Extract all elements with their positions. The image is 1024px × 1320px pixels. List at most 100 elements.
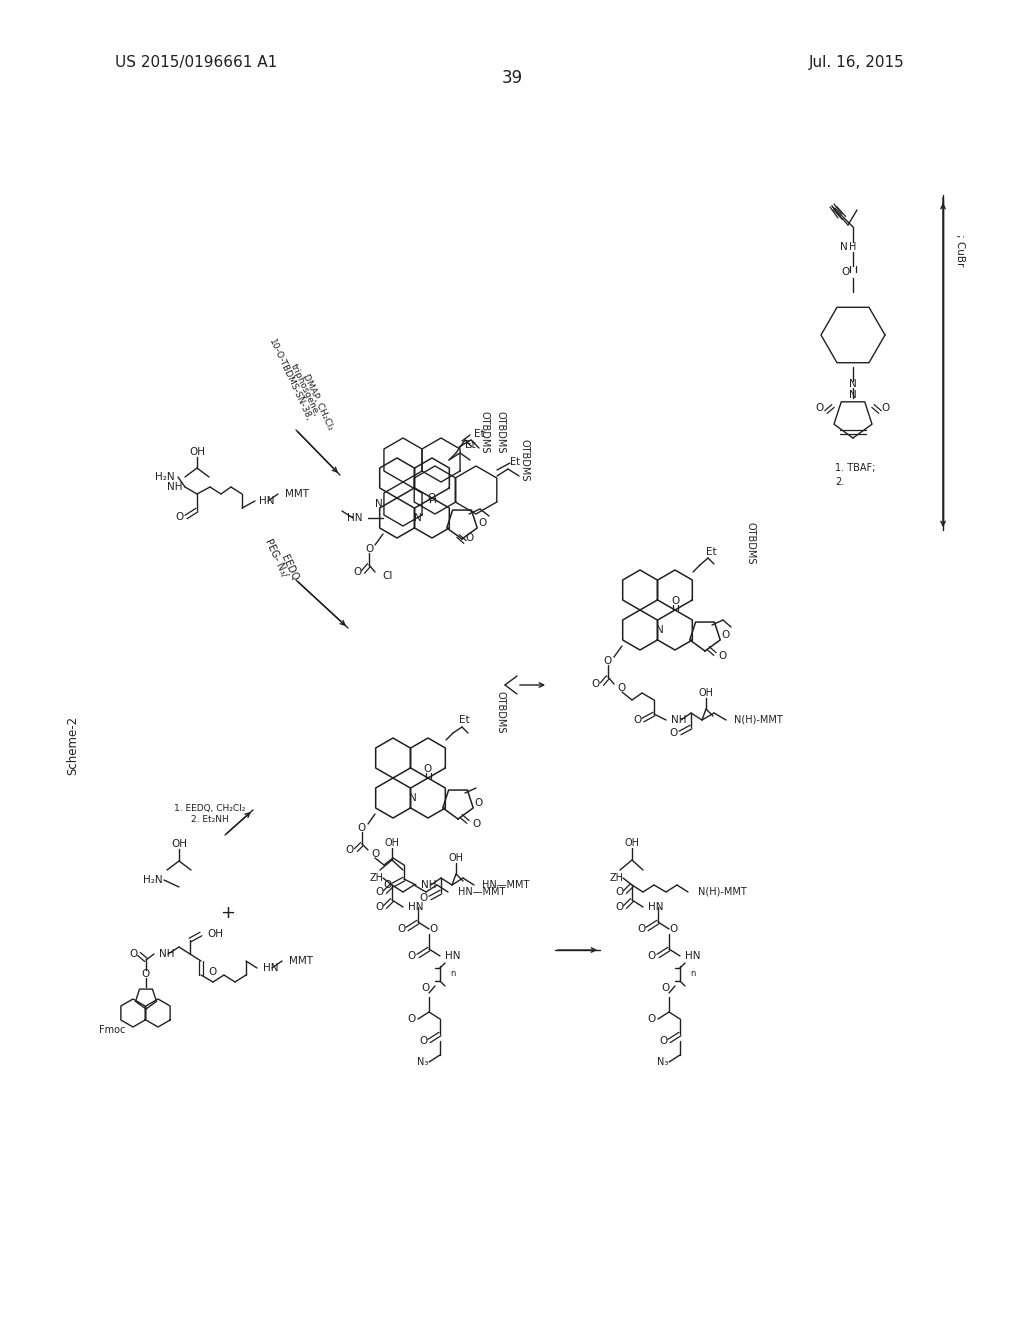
Text: O: O (383, 880, 391, 890)
Text: O: O (428, 492, 436, 503)
Text: O: O (365, 544, 373, 554)
Text: N₃: N₃ (657, 1057, 669, 1067)
Text: N: N (849, 379, 857, 389)
Text: HN: HN (408, 902, 424, 912)
Text: O: O (408, 1014, 416, 1024)
Text: H₂N: H₂N (143, 875, 163, 884)
Text: O: O (472, 818, 480, 829)
Text: MMT: MMT (289, 956, 313, 966)
Text: HN—MMT: HN—MMT (458, 887, 506, 898)
Text: OTBDMS: OTBDMS (519, 438, 529, 482)
Text: OH: OH (171, 840, 187, 849)
Text: EEDQ: EEDQ (279, 553, 299, 582)
Text: O: O (371, 849, 379, 859)
Text: OH: OH (189, 447, 205, 457)
Text: H: H (849, 242, 857, 252)
Text: 2.: 2. (835, 477, 844, 487)
Text: O: O (375, 902, 383, 912)
Text: O: O (397, 924, 406, 935)
Text: ZH: ZH (370, 873, 384, 883)
Text: O: O (142, 969, 151, 979)
Text: O: O (882, 403, 890, 413)
Text: N: N (656, 624, 664, 635)
Text: HN: HN (648, 902, 664, 912)
Text: Et: Et (706, 546, 717, 557)
Text: Et: Et (510, 457, 520, 467)
Text: N(H)-MMT: N(H)-MMT (734, 715, 782, 725)
Text: O: O (375, 887, 383, 898)
Text: O: O (670, 729, 678, 738)
Text: OTBDMS: OTBDMS (495, 690, 505, 733)
Text: O: O (592, 678, 600, 689)
Text: O: O (430, 924, 438, 935)
Text: O: O (637, 924, 645, 935)
Text: HN—MMT: HN—MMT (482, 880, 529, 890)
Text: HN: HN (263, 964, 279, 973)
Text: O: O (648, 950, 656, 961)
Text: Jul. 16, 2015: Jul. 16, 2015 (809, 55, 905, 70)
Text: OTBDMS: OTBDMS (480, 411, 490, 453)
Text: N: N (410, 793, 417, 803)
Text: O: O (353, 568, 361, 577)
Text: n: n (450, 969, 456, 978)
Text: Fmoc: Fmoc (98, 1026, 125, 1035)
Text: O: O (357, 822, 367, 833)
Text: O: O (614, 887, 624, 898)
Text: O: O (614, 902, 624, 912)
Text: n: n (690, 969, 695, 978)
Text: OH: OH (384, 838, 399, 847)
Text: OTBDMS: OTBDMS (745, 521, 755, 564)
Text: OH: OH (449, 853, 464, 863)
Text: N₃: N₃ (418, 1057, 429, 1067)
Text: O: O (422, 983, 430, 993)
Text: O: O (633, 715, 641, 725)
Text: DMAP, CH₂Cl₂: DMAP, CH₂Cl₂ (301, 372, 335, 432)
Text: O: O (424, 764, 432, 774)
Text: OTBDMS: OTBDMS (495, 411, 505, 453)
Text: O: O (648, 1014, 656, 1024)
Text: O: O (346, 845, 354, 855)
Text: ; CuBr: ; CuBr (955, 234, 965, 267)
Text: Cl: Cl (382, 572, 392, 581)
Text: O: O (474, 799, 482, 808)
Text: OH: OH (625, 838, 640, 847)
Text: OH: OH (207, 929, 223, 939)
Text: HN: HN (685, 950, 700, 961)
Text: O: O (617, 682, 626, 693)
Text: MMT: MMT (285, 488, 309, 499)
Text: Et: Et (465, 440, 475, 450)
Text: O: O (465, 533, 473, 543)
Text: ZH: ZH (610, 873, 624, 883)
Text: O: O (478, 517, 486, 528)
Text: 39: 39 (502, 69, 522, 87)
Text: NH: NH (168, 482, 183, 492)
Text: O: O (721, 630, 729, 640)
Text: O: O (129, 949, 137, 960)
Text: NH: NH (421, 880, 436, 890)
Text: O: O (658, 1036, 667, 1045)
Text: +: + (220, 904, 236, 921)
Text: O: O (662, 983, 670, 993)
Text: O: O (176, 512, 184, 521)
Text: PEG- N₃/: PEG- N₃/ (263, 537, 289, 578)
Text: 1. EEDQ, CH₂Cl₂: 1. EEDQ, CH₂Cl₂ (174, 804, 246, 813)
Text: N: N (841, 242, 848, 252)
Text: triphosgene,: triphosgene, (289, 362, 322, 418)
Text: O: O (718, 651, 726, 661)
Text: O: O (670, 924, 678, 935)
Text: Scheme-2: Scheme-2 (67, 715, 80, 775)
Text: N: N (375, 499, 383, 510)
Text: US 2015/0196661 A1: US 2015/0196661 A1 (115, 55, 278, 70)
Text: NH: NH (671, 715, 686, 725)
Text: O: O (420, 894, 428, 903)
Text: 10-O-TBDMS-SN-38,: 10-O-TBDMS-SN-38, (267, 338, 313, 422)
Text: OH: OH (698, 688, 714, 698)
Text: NH: NH (159, 949, 174, 960)
Text: HN: HN (445, 950, 461, 961)
Text: HN: HN (259, 496, 274, 506)
Text: O: O (816, 403, 824, 413)
Text: H₂N: H₂N (156, 473, 175, 482)
Text: O: O (419, 1036, 427, 1045)
Text: O: O (841, 267, 849, 277)
Text: 1. TBAF;: 1. TBAF; (835, 463, 876, 473)
